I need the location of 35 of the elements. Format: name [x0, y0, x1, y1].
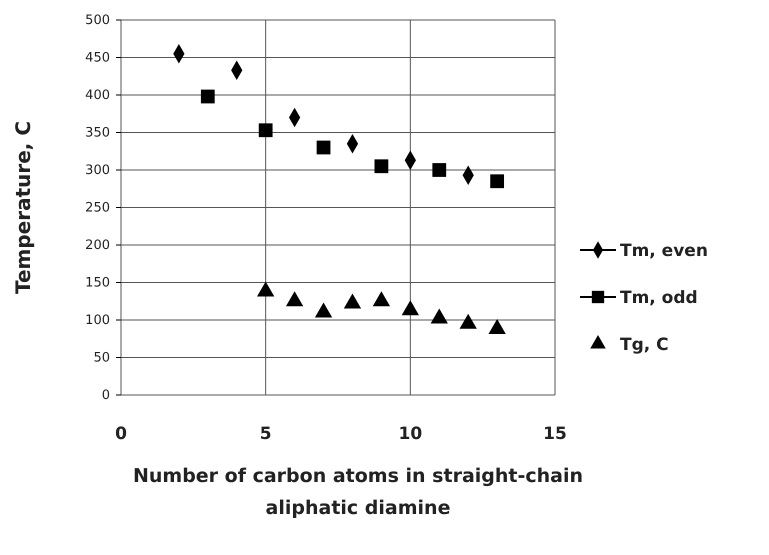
point — [460, 314, 477, 329]
point — [257, 281, 274, 296]
y-axis-title: Temperature, C — [11, 120, 35, 294]
x-tick-label: 0 — [115, 424, 128, 444]
x-tick-label: 5 — [260, 424, 272, 444]
point — [490, 174, 504, 188]
point — [314, 302, 332, 318]
y-tick-label: 450 — [85, 50, 110, 66]
y-tick-label: 200 — [85, 238, 110, 254]
point — [344, 293, 362, 308]
y-tick-label: 500 — [85, 13, 110, 28]
legend-label: Tg, C — [620, 335, 669, 355]
point — [372, 291, 390, 306]
y-tick-label: 300 — [85, 163, 110, 178]
x-tick-label: 15 — [543, 424, 567, 444]
y-tick-label: 400 — [85, 88, 110, 104]
y-tick-label: 0 — [102, 388, 110, 404]
point — [316, 140, 330, 154]
y-tick-label: 100 — [85, 313, 110, 328]
point — [374, 159, 388, 174]
point — [430, 308, 448, 324]
y-tick-label: 350 — [85, 126, 110, 141]
y-tick-label: 150 — [85, 276, 110, 291]
legend-label: Tm, odd — [620, 288, 698, 308]
point — [432, 163, 446, 177]
point — [488, 318, 506, 334]
point — [258, 123, 273, 138]
x-tick-label: 10 — [398, 424, 422, 444]
x-axis-title: Number of carbon atoms in straight-chain aliphatic diamine — [132, 465, 584, 519]
point — [402, 300, 419, 316]
y-tick-label: 50 — [93, 350, 110, 366]
y-tick-label: 250 — [85, 200, 110, 216]
legend-label: Tm, even — [620, 241, 708, 261]
point — [286, 291, 304, 306]
point — [200, 90, 215, 104]
